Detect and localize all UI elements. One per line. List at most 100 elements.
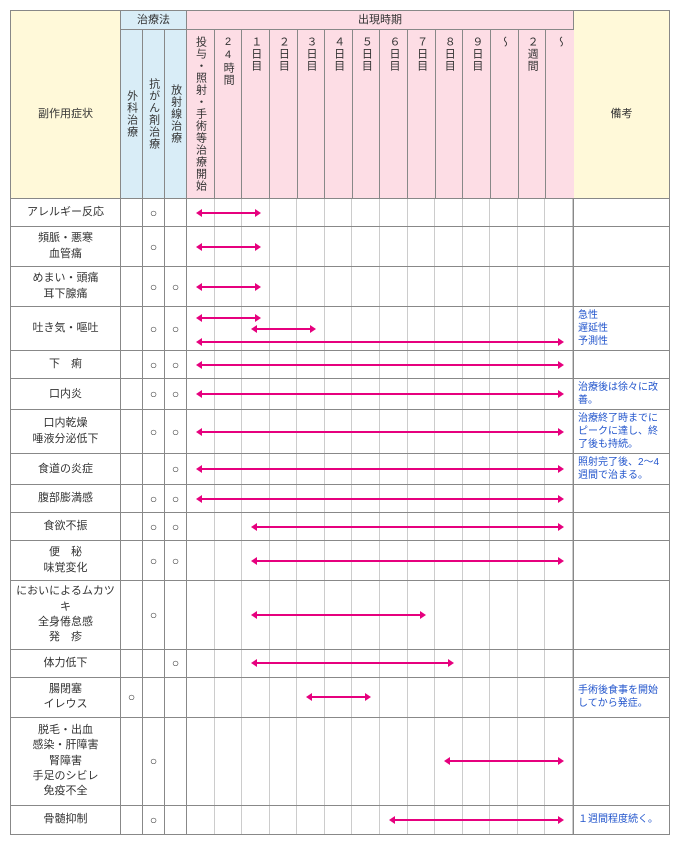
therapy-mark: ○ (143, 227, 165, 267)
symptom-label: においによるムカツキ全身倦怠感発 疹 (11, 581, 121, 650)
note-text (574, 718, 669, 806)
table-row: 口内乾燥唾液分泌低下○○治療終了時までにピークに達し、終了後も持続。 (11, 410, 669, 454)
therapy-mark (121, 379, 143, 410)
therapy-mark: ○ (143, 267, 165, 307)
therapy-mark (121, 485, 143, 513)
timeline (187, 379, 574, 410)
note-text: 照射完了後、2〜4週間で治まる。 (574, 454, 669, 485)
timeline-arrow (201, 468, 559, 470)
timeline (187, 454, 574, 485)
symptom-label: 食道の炎症 (11, 454, 121, 485)
table-row: 脱毛・出血感染・肝障害腎障害手足のシビレ免疫不全○ (11, 718, 669, 806)
header-note-label: 備考 (574, 30, 669, 199)
header-symptom (11, 11, 121, 30)
therapy-mark (121, 718, 143, 806)
therapy-mark (121, 650, 143, 678)
header-timing-col: ８日目 (436, 30, 464, 199)
header-note (574, 11, 669, 30)
timeline-arrow (256, 662, 449, 664)
therapy-mark (121, 227, 143, 267)
timeline-arrow (201, 212, 256, 214)
therapy-mark (165, 806, 187, 834)
timeline-arrow (256, 614, 421, 616)
timeline-arrow (201, 286, 256, 288)
therapy-mark (165, 581, 187, 650)
therapy-mark: ○ (165, 650, 187, 678)
symptom-label: 脱毛・出血感染・肝障害腎障害手足のシビレ免疫不全 (11, 718, 121, 806)
note-text: 治療終了時までにピークに達し、終了後も持続。 (574, 410, 669, 454)
therapy-mark (143, 678, 165, 718)
header-timing-col: ３日目 (298, 30, 326, 199)
table-row: 骨髄抑制○１週間程度続く。 (11, 806, 669, 834)
header-therapy-0: 外科治療 (121, 30, 143, 199)
therapy-mark (165, 718, 187, 806)
table-row: めまい・頭痛耳下腺痛○○ (11, 267, 669, 307)
header-timing-col: 〜 (491, 30, 519, 199)
timeline (187, 227, 574, 267)
therapy-mark: ○ (165, 513, 187, 541)
timeline-arrow (201, 393, 559, 395)
note-text (574, 199, 669, 227)
therapy-mark: ○ (143, 806, 165, 834)
header-timing-col: １日目 (242, 30, 270, 199)
note-text: 治療後は徐々に改善。 (574, 379, 669, 410)
timeline-arrow (201, 431, 559, 433)
timeline-arrow (256, 526, 559, 528)
therapy-mark (121, 199, 143, 227)
header-timing-col: 〜 (546, 30, 574, 199)
symptom-label: 吐き気・嘔吐 (11, 307, 121, 351)
symptom-label: アレルギー反応 (11, 199, 121, 227)
table-row: 下 痢○○ (11, 351, 669, 379)
therapy-mark: ○ (143, 513, 165, 541)
therapy-mark (121, 541, 143, 581)
table-row: 食道の炎症 ○ 照射完了後、2〜4週間で治まる。 (11, 454, 669, 485)
timeline (187, 718, 574, 806)
timeline-arrow (394, 819, 559, 821)
timeline-arrow (449, 760, 559, 762)
therapy-mark: ○ (165, 379, 187, 410)
timeline (187, 199, 574, 227)
header-row-2: 副作用症状 外科治療 抗がん剤治療 放射線治療 投与・照射・手術等治療開始24時… (11, 30, 669, 199)
timeline-arrow (201, 498, 559, 500)
note-text (574, 267, 669, 307)
table-row: アレルギー反応○ (11, 199, 669, 227)
therapy-mark (121, 351, 143, 379)
note-text (574, 650, 669, 678)
therapy-mark (121, 806, 143, 834)
symptom-label: 腸閉塞イレウス (11, 678, 121, 718)
therapy-mark: ○ (165, 351, 187, 379)
header-timing-col: ４日目 (325, 30, 353, 199)
therapy-mark: ○ (165, 410, 187, 454)
table-row: 便 秘味覚変化○○ (11, 541, 669, 581)
table-row: 腹部膨満感○○ (11, 485, 669, 513)
header-timing-cols: 投与・照射・手術等治療開始24時間１日目２日目３日目４日目５日目６日目７日目８日… (187, 30, 574, 199)
therapy-mark: ○ (165, 454, 187, 485)
timeline (187, 267, 574, 307)
timeline-arrow (311, 696, 366, 698)
rows-container: アレルギー反応○頻脈・悪寒血管痛○めまい・頭痛耳下腺痛○○吐き気・嘔吐○○急性遅… (11, 199, 669, 834)
therapy-mark: ○ (165, 541, 187, 581)
therapy-mark (121, 454, 143, 485)
header-row-1: 治療法 出現時期 (11, 11, 669, 30)
timeline (187, 650, 574, 678)
note-text: １週間程度続く。 (574, 806, 669, 834)
table-row: 食欲不振○○ (11, 513, 669, 541)
therapy-mark (121, 267, 143, 307)
timeline (187, 485, 574, 513)
header-timing-col: ９日目 (463, 30, 491, 199)
timeline-arrow (201, 246, 256, 248)
header-timing-col: ５日目 (353, 30, 381, 199)
note-text: 手術後食事を開始してから発症。 (574, 678, 669, 718)
timeline (187, 307, 574, 351)
therapy-mark: ○ (143, 485, 165, 513)
therapy-mark (121, 581, 143, 650)
timeline (187, 541, 574, 581)
table-row: 吐き気・嘔吐○○急性遅延性予測性 (11, 307, 669, 351)
header-timing-col: ６日目 (380, 30, 408, 199)
table-row: 頻脈・悪寒血管痛○ (11, 227, 669, 267)
symptom-label: 便 秘味覚変化 (11, 541, 121, 581)
table-row: 口内炎○○治療後は徐々に改善。 (11, 379, 669, 410)
symptom-label: 腹部膨満感 (11, 485, 121, 513)
header-therapy-group: 治療法 (121, 11, 187, 30)
timeline (187, 351, 574, 379)
